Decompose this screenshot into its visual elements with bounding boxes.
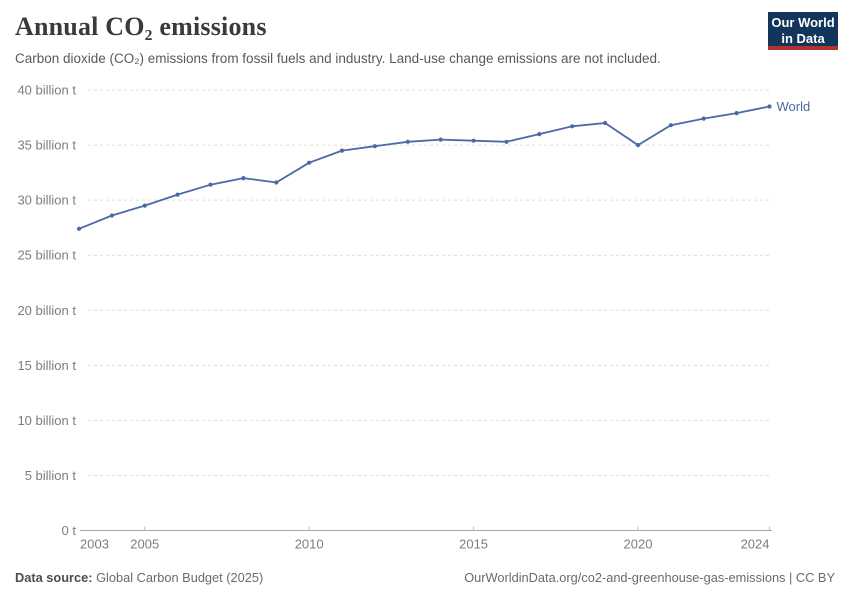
chart-subtitle: Carbon dioxide (CO₂) emissions from foss… (15, 51, 661, 66)
y-tick-label: 5 billion t (25, 468, 77, 483)
data-point-marker[interactable] (701, 116, 706, 121)
data-point-marker[interactable] (504, 139, 509, 144)
data-point-marker[interactable] (175, 192, 180, 197)
y-tick-label: 30 billion t (17, 193, 76, 208)
y-tick-label: 40 billion t (17, 83, 76, 98)
data-point-marker[interactable] (142, 203, 147, 208)
world-series-line[interactable] (78, 105, 771, 230)
data-point-marker[interactable] (471, 138, 476, 143)
data-point-marker[interactable] (405, 139, 410, 144)
data-source-label: Data source: (15, 570, 93, 585)
x-tick-label: 2003 (80, 537, 109, 552)
y-tick-label: 0 t (62, 523, 77, 538)
data-point-marker[interactable] (208, 182, 213, 187)
data-point-marker[interactable] (767, 104, 772, 109)
data-point-marker[interactable] (109, 213, 114, 218)
page-title: Annual CO₂ emissions (15, 12, 267, 41)
owid-logo[interactable]: Our World in Data (768, 12, 838, 50)
owid-logo-line1: Our World (771, 15, 835, 30)
owid-logo-line2: in Data (781, 30, 825, 46)
data-point-marker[interactable] (635, 143, 641, 148)
data-point-marker[interactable] (76, 226, 82, 231)
y-tick-label: 10 billion t (17, 413, 76, 428)
data-source: Data source: Global Carbon Budget (2025) (15, 570, 263, 585)
data-point-marker[interactable] (372, 144, 377, 149)
data-point-marker[interactable] (438, 137, 443, 142)
x-tick-label: 2005 (130, 537, 159, 552)
y-tick-label: 15 billion t (17, 358, 76, 373)
x-tick-label: 2010 (295, 537, 324, 552)
data-point-marker[interactable] (603, 120, 608, 126)
data-source-value: Global Carbon Budget (2025) (96, 570, 264, 585)
x-tick-label: 2020 (624, 537, 653, 552)
data-point-marker[interactable] (537, 132, 542, 137)
y-tick-label: 20 billion t (17, 303, 76, 318)
series-label-world[interactable]: World (777, 99, 811, 114)
data-point-marker[interactable] (668, 123, 674, 128)
data-point-marker[interactable] (274, 180, 279, 185)
chart-footer: Data source: Global Carbon Budget (2025)… (15, 570, 835, 585)
y-tick-label: 25 billion t (17, 248, 76, 263)
x-tick-label: 2024 (741, 537, 770, 552)
data-point-marker[interactable] (339, 148, 345, 153)
data-point-marker[interactable] (570, 124, 575, 129)
y-tick-label: 35 billion t (17, 138, 76, 153)
data-point-marker[interactable] (734, 111, 739, 116)
data-point-marker[interactable] (241, 176, 246, 181)
data-point-marker[interactable] (307, 160, 312, 165)
x-tick-label: 2015 (459, 537, 488, 552)
credit-link[interactable]: OurWorldinData.org/co2-and-greenhouse-ga… (464, 570, 835, 585)
